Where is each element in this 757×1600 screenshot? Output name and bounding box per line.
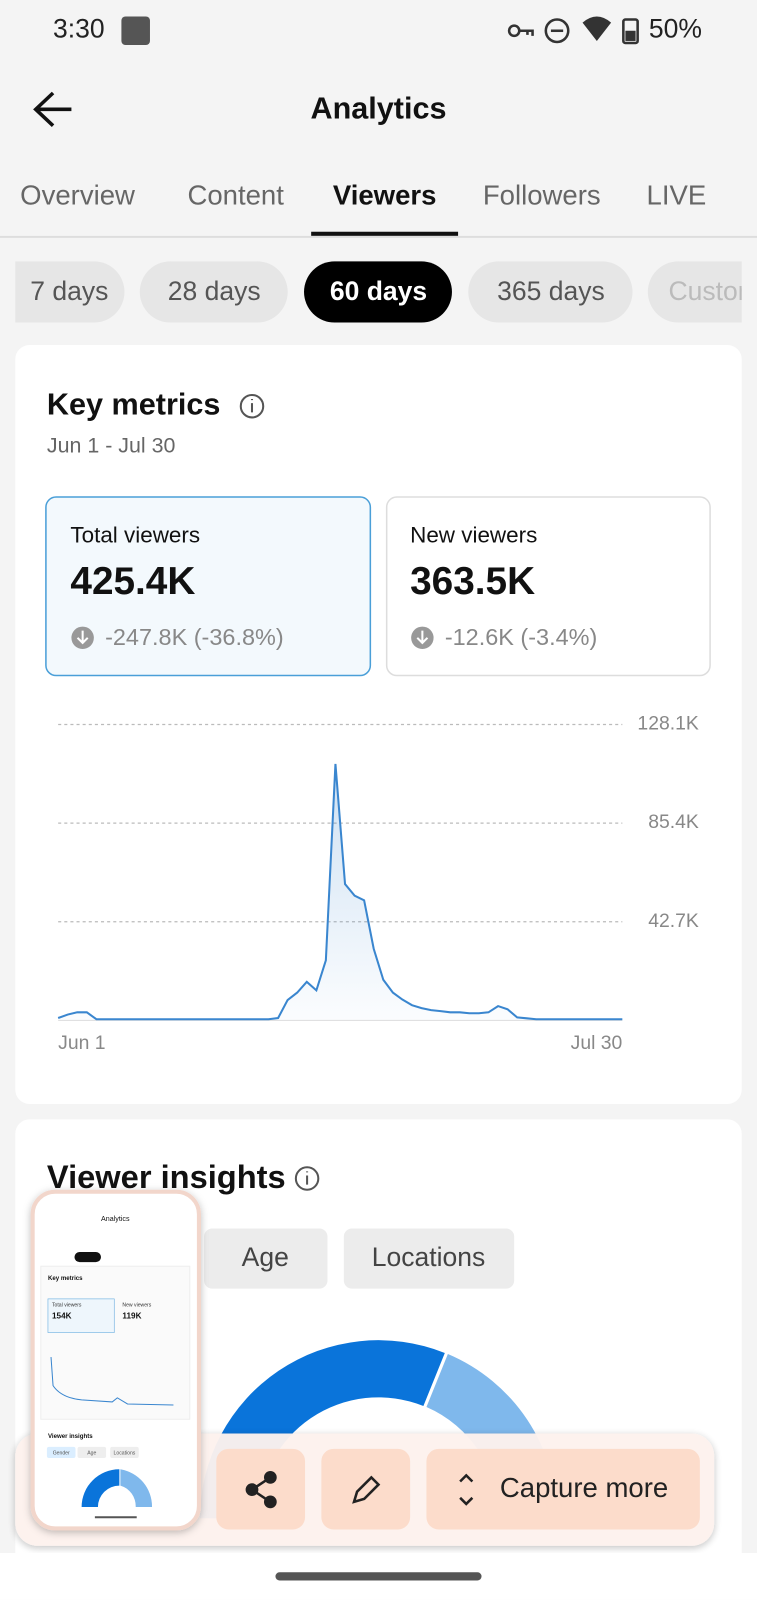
metric-label: Total viewers (70, 523, 200, 548)
period-selector: 7 days 28 days 60 days 365 days Custom (0, 261, 757, 323)
tab-button[interactable] (204, 1228, 328, 1289)
thumb-value: 154K (52, 1311, 72, 1320)
thumb-title: Analytics (101, 1215, 130, 1223)
x-tick-label: Jul 30 (571, 1032, 623, 1054)
thumb-value: 119K (122, 1311, 141, 1320)
down-arrow (76, 630, 89, 645)
period-label: Custom (668, 276, 757, 306)
status-icons (507, 16, 639, 45)
info-icon[interactable] (294, 1166, 320, 1191)
battery: 50% (649, 14, 702, 44)
period-button[interactable] (0, 261, 125, 323)
screenshot-thumbnail[interactable] (30, 1189, 201, 1531)
period-label: 28 days (168, 276, 261, 306)
thumb-tab (77, 1446, 107, 1459)
thumb-label: New viewers (122, 1302, 151, 1308)
tab[interactable]: Followers (483, 179, 601, 210)
capture-more-button[interactable] (426, 1448, 700, 1530)
period-button[interactable] (647, 261, 757, 323)
metric-change: -247.8K (-36.8%) (105, 624, 284, 650)
info-icon[interactable] (239, 393, 265, 419)
metric-value: 425.4K (70, 560, 195, 603)
metric-card-selected[interactable] (45, 496, 372, 677)
thumb-tab-label: Age (87, 1450, 96, 1456)
thumb-section: Viewer insights (48, 1433, 93, 1440)
tab-button[interactable] (343, 1228, 515, 1289)
tab-label: Age (242, 1242, 289, 1272)
period-button[interactable] (468, 261, 633, 323)
period-button[interactable] (304, 261, 452, 323)
edit-icon (352, 1475, 381, 1504)
y-tick-label: 128.1K (637, 713, 698, 735)
thumbnail-text: Analytics Key metrics Total viewers 154K New… (46, 1215, 152, 1459)
metric-value: 363.5K (410, 560, 535, 603)
y-tick-label: 42.7K (648, 910, 699, 932)
tab-label: Locations (372, 1242, 486, 1272)
tab-bar: Overview Content Viewers Followers LIVE (20, 179, 706, 210)
time: 3:30 (53, 14, 105, 44)
tab[interactable]: Overview (20, 179, 135, 210)
expand-icon (459, 1473, 474, 1506)
thumb-label: Total viewers (52, 1302, 82, 1308)
page-title: Analytics (310, 91, 446, 125)
thumb-tab-label: Locations (114, 1450, 136, 1456)
metric-card[interactable] (385, 496, 711, 677)
button-label: Capture more (500, 1472, 668, 1503)
down-arrow (416, 630, 429, 645)
section-title: Key metrics (47, 387, 220, 421)
thumb-tab-label: Gender (53, 1450, 70, 1456)
thumb-section: Key metrics (48, 1275, 83, 1282)
section-title: Viewer insights (47, 1158, 286, 1195)
tab[interactable]: Content (187, 179, 284, 210)
notification-icon (121, 16, 150, 46)
metric-label: New viewers (410, 523, 537, 548)
home-indicator[interactable] (275, 1572, 482, 1581)
area (58, 763, 623, 1021)
chart: 42.7K 85.4K 128.1K Jun 1 Jul 30 (57, 713, 699, 1054)
tab[interactable]: LIVE (647, 179, 707, 210)
edit-button[interactable] (321, 1448, 411, 1530)
metric-cards: Total viewers 425.4K -247.8K (-36.8%) New v… (70, 523, 597, 650)
thumb-tab (46, 1446, 76, 1459)
share-button[interactable] (216, 1448, 306, 1530)
period-label: 7 days (30, 276, 108, 306)
tab-indicator (311, 231, 459, 236)
date-range: Jun 1 - Jul 30 (47, 434, 176, 458)
share-icon (245, 1471, 277, 1509)
tab[interactable]: Viewers (333, 179, 437, 210)
metric-change: -12.6K (-3.4%) (445, 624, 598, 650)
line (57, 763, 623, 1021)
x-tick-label: Jun 1 (58, 1032, 105, 1054)
period-label: 365 days (497, 276, 605, 306)
period-button[interactable] (139, 261, 288, 323)
back-button[interactable] (33, 91, 72, 127)
period-label: 60 days (330, 276, 427, 306)
thumb-tab (110, 1446, 139, 1459)
y-tick-label: 85.4K (648, 811, 699, 833)
